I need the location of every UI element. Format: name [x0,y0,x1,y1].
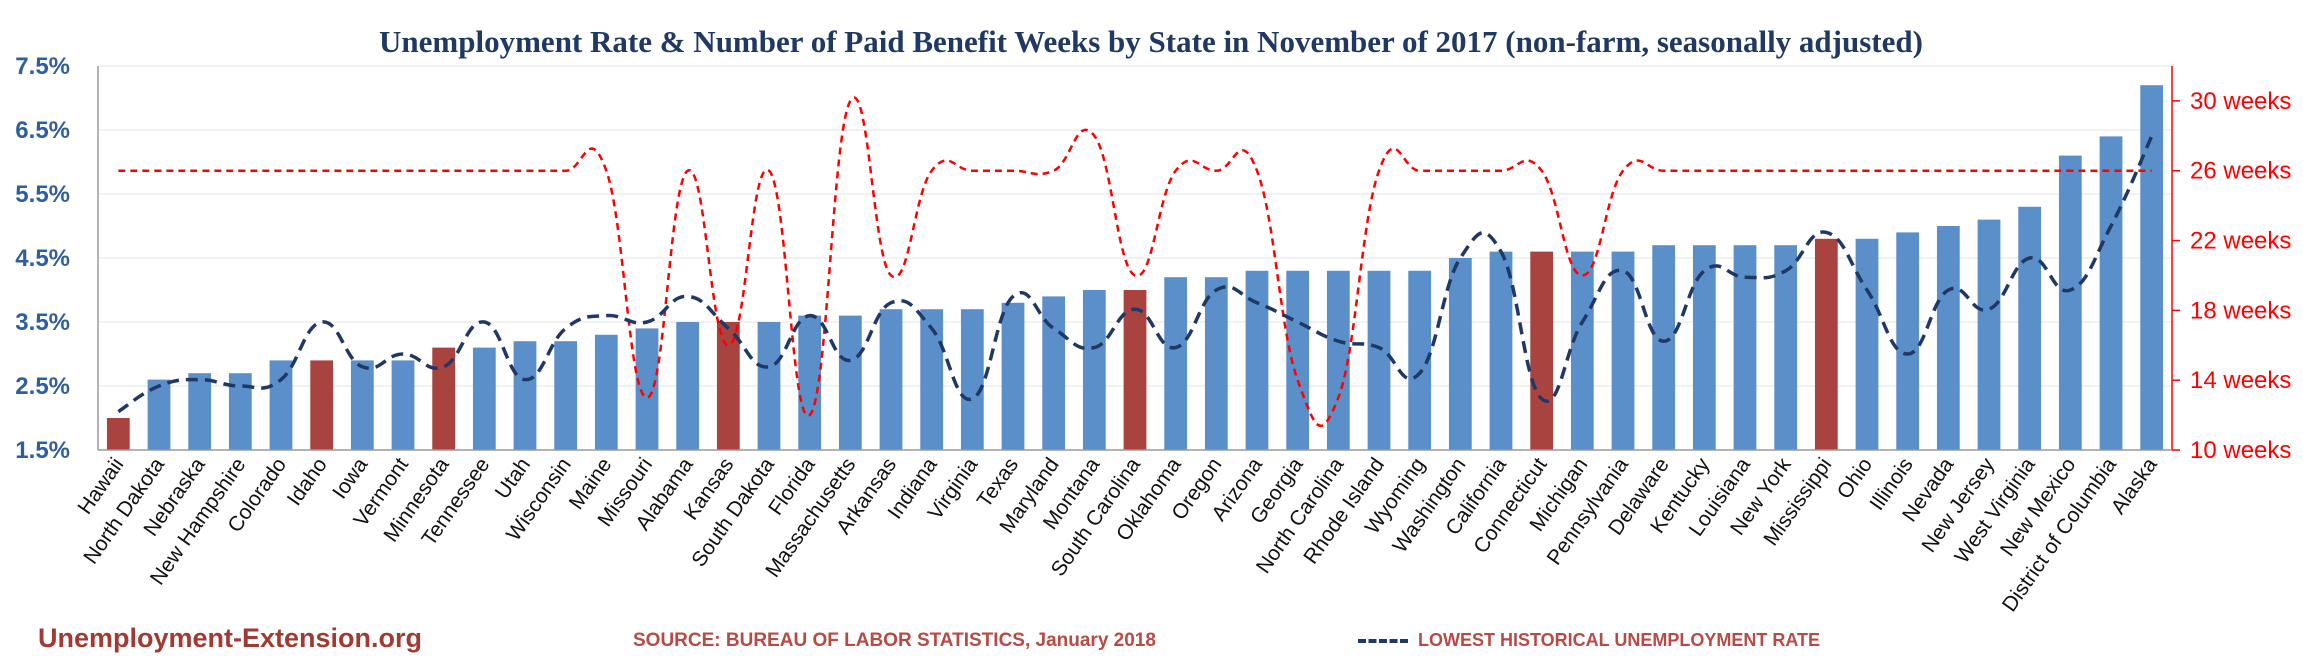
bar-pennsylvania [1611,251,1635,450]
bar-hawaii [106,418,130,450]
bar-district-of-columbia [2099,136,2123,450]
bar-utah [513,341,537,450]
legend: LOWEST HISTORICAL UNEMPLOYMENT RATE [1358,630,1820,651]
left-tick-label: 4.5% [15,245,70,272]
left-tick-label: 1.5% [15,437,70,464]
lowest-rate-line [117,135,2154,414]
bar-alabama [676,322,700,450]
bar-series [106,85,2164,450]
axes [97,66,2173,451]
left-tick-label: 7.5% [15,53,70,80]
bar-arizona [1245,270,1269,450]
bar-indiana [920,309,944,450]
bar-louisiana [1733,245,1757,450]
bar-california [1489,251,1513,450]
bar-new-hampshire [228,373,252,450]
bar-oklahoma [1164,277,1188,450]
right-tick-label: 26 weeks [2190,158,2291,185]
bar-maryland [1042,296,1066,450]
bar-wisconsin [554,341,578,450]
right-tick-label: 14 weeks [2190,367,2291,394]
bar-new-jersey [1977,219,2001,450]
bar-georgia [1286,270,1310,450]
right-axis-ticks: 10 weeks 14 weeks 18 weeks 22 weeks 26 weeks… [2172,88,2291,464]
bar-mississippi [1814,238,1838,450]
bar-wyoming [1408,270,1432,450]
legend-label-lowest-rate: LOWEST HISTORICAL UNEMPLOYMENT RATE [1418,630,1821,650]
bar-montana [1082,290,1106,450]
bar-arkansas [879,309,903,450]
bar-delaware [1652,245,1676,450]
brand-label: Unemployment-Extension.org [38,623,423,653]
bar-massachusetts [838,315,862,450]
bar-kansas [716,322,740,450]
bar-nevada [1936,226,1960,450]
left-tick-label: 3.5% [15,309,70,336]
bar-north-carolina [1326,270,1350,450]
left-tick-label: 6.5% [15,117,70,144]
right-tick-label: 18 weeks [2190,297,2291,324]
bar-nebraska [188,373,212,450]
bar-new-mexico [2058,155,2082,450]
bar-new-york [1774,245,1798,450]
bar-south-carolina [1123,290,1147,450]
bar-illinois [1896,232,1920,450]
bar-idaho [310,360,334,450]
bar-colorado [269,360,293,450]
bar-rhode-island [1367,270,1391,450]
bar-minnesota [432,347,456,450]
bar-west-virginia [2018,206,2042,450]
bar-alaska [2140,85,2164,450]
bar-iowa [350,360,374,450]
bar-missouri [635,328,659,450]
bar-vermont [391,360,415,450]
bar-tennessee [472,347,496,450]
right-tick-label: 10 weeks [2190,437,2291,464]
right-tick-label: 22 weeks [2190,228,2291,255]
bar-kentucky [1692,245,1716,450]
chart-title: Unemployment Rate & Number of Paid Benef… [379,24,1923,59]
bar-ohio [1855,238,1879,450]
bar-maine [594,334,618,450]
bar-texas [1001,302,1025,450]
bar-florida [798,315,822,450]
legend-swatch-lowest-rate [1358,638,1408,643]
category-label-idaho: Idaho [283,454,332,510]
bar-south-dakota [757,322,781,450]
left-axis-ticks: 1.5% 2.5% 3.5% 4.5% 5.5% 6.5% 7.5% [15,53,70,464]
bar-virginia [960,309,984,450]
bar-north-dakota [147,379,171,450]
bar-connecticut [1530,251,1554,450]
right-tick-label: 30 weeks [2190,88,2291,115]
bar-michigan [1570,251,1594,450]
benefit-weeks-line [118,96,2152,427]
left-tick-label: 5.5% [15,181,70,208]
left-tick-label: 2.5% [15,373,70,400]
bar-washington [1448,258,1472,450]
source-label: SOURCE: BUREAU OF LABOR STATISTICS, Janu… [633,630,1156,651]
bar-oregon [1204,277,1228,450]
line-series [117,96,2154,427]
